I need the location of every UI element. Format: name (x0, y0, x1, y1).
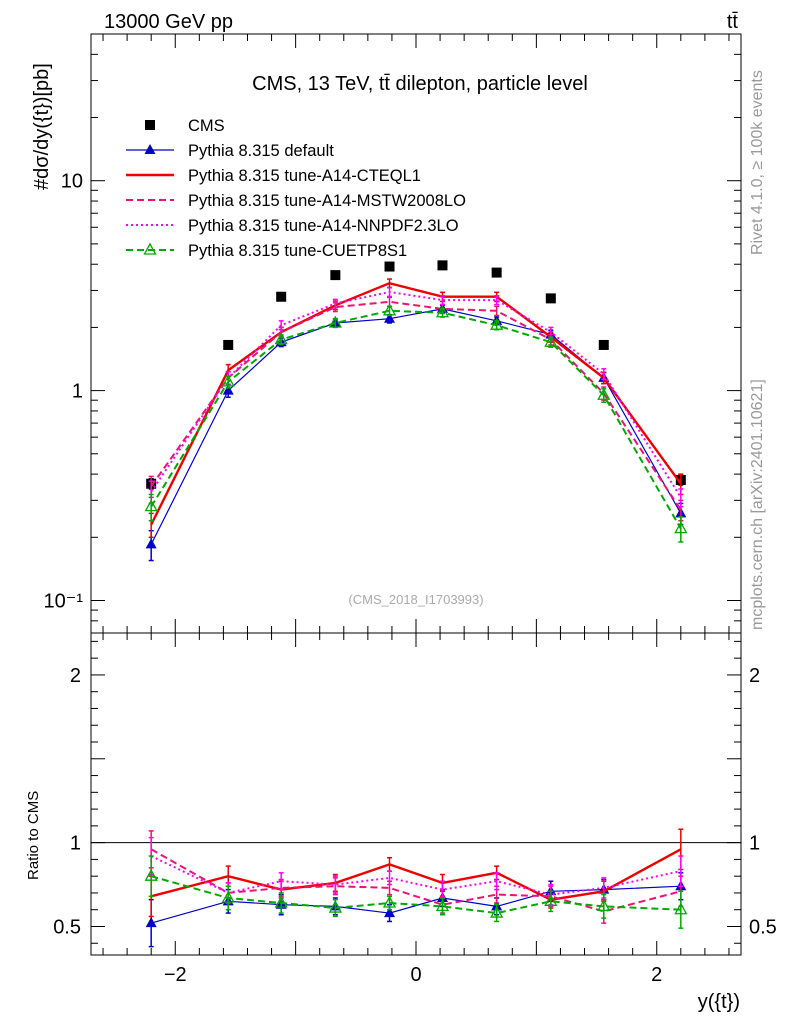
data-point (435, 305, 450, 318)
data-point (222, 384, 234, 395)
data-point (144, 868, 158, 881)
data-point (276, 291, 287, 302)
data-point (382, 303, 397, 316)
data-point (384, 312, 396, 323)
main-series-layer (144, 260, 688, 562)
legend-label: Pythia 8.315 tune-A14-CTEQL1 (188, 167, 421, 185)
legend-marker (143, 242, 157, 255)
x-tick-label: 2 (651, 964, 662, 986)
legend-entry: Pythia 8.315 default (126, 142, 334, 160)
series-line (150, 300, 682, 511)
mcplots-label: mcplots.cern.ch [arXiv:2401.10621] (749, 379, 766, 630)
main-series-pythia-8-315-tune-a14-cteql1 (148, 278, 684, 539)
ratio-y-tick-label-left: 0.5 (53, 916, 81, 938)
process-label: tt̄ (727, 11, 739, 33)
x-axis-label: y({t}) (698, 991, 740, 1013)
legend-label: Pythia 8.315 tune-CUETP8S1 (188, 242, 407, 260)
legend-marker (145, 120, 155, 130)
main-axis-ticks: 10⁻¹ 1 10 (44, 33, 741, 634)
series-line (150, 875, 681, 915)
x-tick-label: −2 (164, 964, 187, 986)
y-tick-label: 1 (72, 381, 83, 403)
data-point (491, 267, 502, 278)
data-point (328, 315, 342, 328)
y-axis-label: #dσ/dy({t})[pb] (31, 63, 53, 190)
data-point (674, 521, 688, 534)
series-line (150, 281, 682, 526)
analysis-tag: (CMS_2018_I1703993) (348, 592, 483, 607)
data-point (330, 270, 341, 281)
data-point (598, 339, 609, 350)
ratio-axis-ticks: 0.5 0.5 1 1 2 2 −2 0 2 (53, 633, 777, 986)
ratio-y-axis-label: Ratio to CMS (25, 791, 42, 880)
data-point (597, 387, 611, 400)
ratio-series-layer (144, 828, 688, 948)
ratio-y-tick-label-right: 2 (749, 665, 760, 687)
data-point (274, 332, 288, 345)
data-point (274, 895, 288, 908)
series-line (150, 290, 682, 498)
data-point (382, 895, 397, 908)
series-line (150, 309, 682, 530)
legend-label: Pythia 8.315 tune-A14-NNPDF2.3LO (188, 217, 459, 235)
data-point (221, 890, 235, 903)
data-point (437, 260, 448, 271)
legend-entry: Pythia 8.315 tune-A14-CTEQL1 (126, 167, 421, 185)
data-point (144, 499, 158, 512)
series-line (150, 855, 682, 896)
ratio-series-pythia-8-315-tune-cuetp8s1 (144, 855, 688, 929)
data-point (544, 893, 558, 906)
data-point (490, 317, 504, 330)
main-series-pythia-8-315-tune-a14-mstw2008lo (148, 296, 684, 522)
x-tick-label: 0 (410, 964, 421, 986)
data-point (490, 905, 504, 918)
ratio-y-tick-label-right: 0.5 (749, 916, 777, 938)
ratio-frame (90, 632, 742, 956)
rivet-label: Rivet 4.1.0, ≥ 100k events (749, 70, 766, 255)
energy-label: 13000 GeV pp (104, 11, 233, 33)
legend-label: CMS (188, 117, 225, 135)
legend-entry: Pythia 8.315 tune-A14-NNPDF2.3LO (126, 217, 459, 235)
legend: CMS Pythia 8.315 default Pythia 8.315 tune… (126, 117, 466, 260)
ratio-y-tick-label-left: 2 (70, 665, 81, 687)
legend-entry: Pythia 8.315 tune-CUETP8S1 (126, 242, 407, 260)
data-point (145, 538, 157, 549)
legend-label: Pythia 8.315 tune-A14-MSTW2008LO (188, 192, 466, 210)
y-tick-label: 10⁻¹ (44, 590, 84, 612)
data-point (597, 899, 611, 912)
ratio-y-tick-label-left: 1 (70, 833, 81, 855)
legend-entry: Pythia 8.315 tune-A14-MSTW2008LO (126, 192, 466, 210)
data-point (545, 293, 556, 304)
main-series-pythia-8-315-tune-cuetp8s1 (144, 303, 688, 543)
legend-label: Pythia 8.315 default (188, 142, 334, 160)
legend-entry: CMS (145, 117, 225, 135)
data-point (328, 900, 342, 913)
data-point (223, 339, 234, 350)
series-line (150, 848, 682, 901)
chart-title: CMS, 13 TeV, tt̄ dilepton, particle leve… (252, 73, 588, 95)
data-point (145, 917, 157, 928)
data-point (674, 902, 688, 915)
data-point (544, 334, 558, 347)
data-point (435, 899, 450, 912)
legend-marker (144, 144, 156, 154)
ratio-y-tick-label-right: 1 (749, 833, 760, 855)
data-point (384, 907, 396, 918)
y-tick-label: 10 (61, 171, 83, 193)
data-point (384, 261, 395, 272)
data-point (221, 374, 235, 387)
